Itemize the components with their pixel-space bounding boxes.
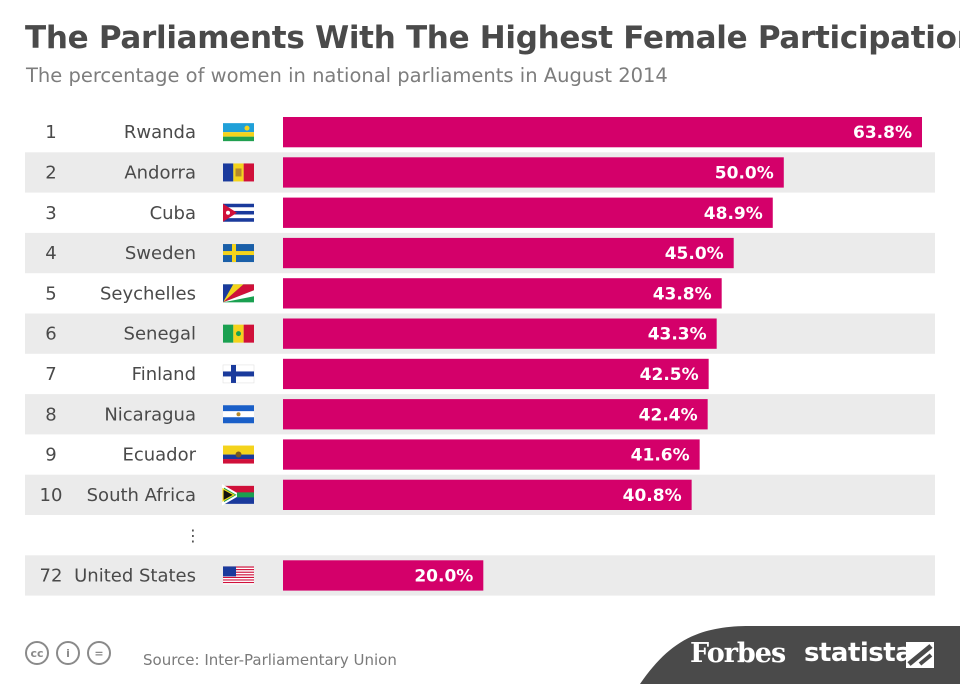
rank-label: 4 (45, 243, 56, 264)
south-africa-flag-icon (222, 484, 254, 506)
data-label: 63.8% (853, 123, 912, 143)
rank-label: 7 (45, 364, 56, 385)
rank-label: 10 (40, 485, 63, 506)
data-label: 43.8% (653, 284, 712, 304)
data-label: 48.9% (704, 204, 763, 224)
brand-band-shape (640, 626, 960, 684)
bar (283, 318, 717, 349)
ellipsis-text: ⋮ (185, 526, 201, 545)
country-label: Finland (132, 364, 196, 385)
rwanda-flag-icon (223, 123, 254, 142)
bar (283, 278, 722, 309)
rank-label: 1 (45, 122, 56, 143)
data-label: 50.0% (715, 163, 774, 183)
no-derivatives-icon: = (87, 641, 111, 665)
bar-chart: 1 Rwanda 63.8% 2 Andorra 50.0% 3 Cuba 48.9% 4 Swed… (25, 117, 935, 596)
bar (283, 237, 734, 269)
statista-logo: statista (804, 638, 913, 668)
license-icons: cc i = (25, 641, 111, 665)
data-label: 45.0% (665, 244, 724, 264)
chart-subtitle: The percentage of women in national parl… (26, 64, 668, 87)
country-label: Cuba (150, 203, 196, 224)
bar (283, 197, 773, 228)
bar (283, 439, 700, 470)
ecuador-flag-icon (223, 445, 254, 464)
data-label: 41.6% (631, 446, 690, 466)
statista-mark-icon (906, 642, 934, 668)
rank-label: 6 (45, 324, 56, 345)
country-label: Nicaragua (104, 404, 196, 425)
bar (283, 117, 922, 148)
data-label: 40.8% (623, 486, 682, 506)
country-label: Sweden (125, 243, 196, 264)
seychelles-flag-icon (223, 284, 254, 303)
forbes-logo: Forbes (690, 638, 786, 669)
bar (283, 157, 784, 188)
country-label: Seychelles (100, 283, 196, 304)
country-label: Ecuador (122, 445, 196, 466)
rank-label: 72 (40, 565, 63, 586)
bar (283, 560, 484, 591)
source-note: Source: Inter-Parliamentary Union (143, 651, 397, 669)
rank-label: 8 (45, 404, 56, 425)
chart-title: The Parliaments With The Highest Female … (25, 20, 960, 56)
country-label: Rwanda (124, 122, 196, 143)
data-label: 42.4% (639, 405, 698, 425)
nicaragua-flag-icon (223, 405, 254, 424)
senegal-flag-icon (223, 324, 254, 343)
data-label: 20.0% (414, 566, 473, 586)
rank-label: 2 (45, 162, 56, 183)
finland-flag-icon (222, 364, 255, 384)
andorra-flag-icon (223, 163, 254, 182)
country-label: Andorra (124, 162, 196, 183)
country-label: South Africa (87, 485, 196, 506)
rank-label: 3 (45, 203, 56, 224)
country-label: United States (74, 565, 196, 586)
rank-label: 9 (45, 445, 56, 466)
sweden-flag-icon (223, 244, 254, 263)
bar (283, 358, 709, 390)
bar (283, 399, 708, 430)
united-states-flag-icon (223, 566, 254, 585)
attribution-icon: i (56, 641, 80, 665)
bar (283, 479, 692, 510)
country-label: Senegal (124, 324, 196, 345)
rank-label: 5 (45, 283, 56, 304)
data-label: 42.5% (640, 365, 699, 385)
data-label: 43.3% (648, 325, 707, 345)
cuba-flag-icon (223, 203, 254, 222)
creative-commons-icon: cc (25, 641, 49, 665)
